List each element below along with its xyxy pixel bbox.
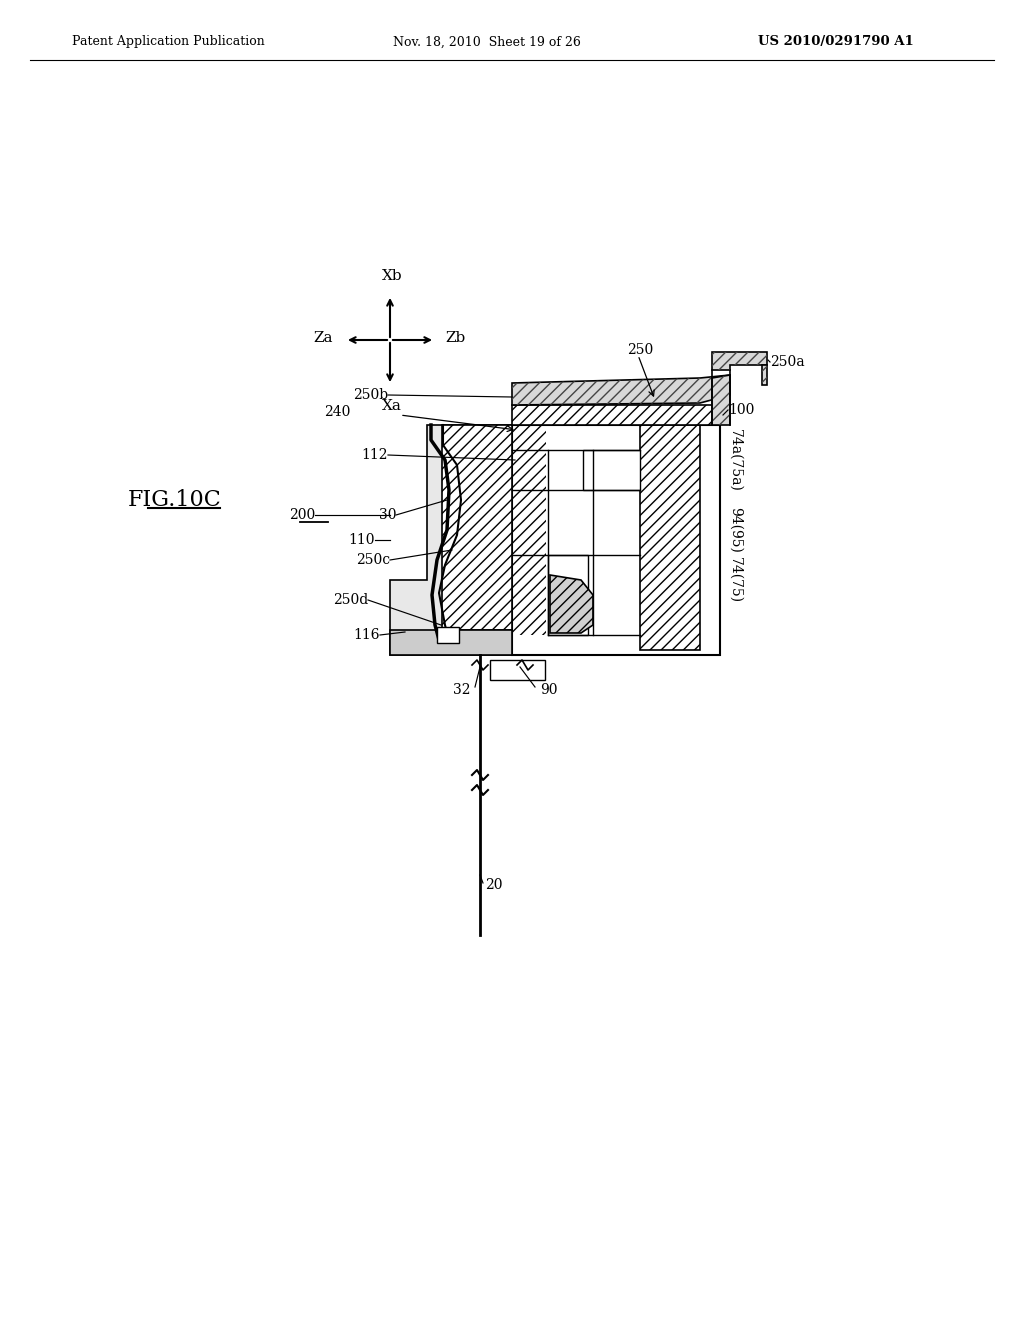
Text: 100: 100	[728, 403, 755, 417]
Text: 20: 20	[485, 878, 503, 892]
Bar	[390, 630, 512, 655]
Text: 30: 30	[379, 508, 396, 521]
Text: US 2010/0291790 A1: US 2010/0291790 A1	[758, 36, 913, 49]
Bar	[437, 627, 459, 643]
Text: FIG.10C: FIG.10C	[128, 488, 222, 511]
Text: 250d: 250d	[333, 593, 368, 607]
Text: 250: 250	[627, 343, 653, 356]
Text: 240: 240	[324, 405, 350, 418]
Text: Xa: Xa	[382, 399, 402, 413]
Text: 250b: 250b	[353, 388, 388, 403]
Polygon shape	[390, 425, 512, 655]
Polygon shape	[550, 576, 593, 634]
Bar	[640, 425, 700, 649]
Text: 74(75): 74(75)	[728, 557, 742, 603]
Text: 90: 90	[540, 682, 557, 697]
Text: 200: 200	[289, 508, 315, 521]
Text: 250c: 250c	[356, 553, 390, 568]
Text: 32: 32	[453, 682, 470, 697]
Bar	[442, 425, 512, 630]
Bar	[490, 660, 545, 680]
Text: 250a: 250a	[770, 355, 805, 370]
Text: 116: 116	[353, 628, 380, 642]
Text: Nov. 18, 2010  Sheet 19 of 26: Nov. 18, 2010 Sheet 19 of 26	[393, 36, 581, 49]
Text: Zb: Zb	[445, 331, 465, 345]
Bar	[512, 405, 720, 425]
Text: 112: 112	[361, 447, 388, 462]
Text: 94(95): 94(95)	[728, 507, 742, 553]
Polygon shape	[712, 352, 767, 370]
Polygon shape	[512, 375, 730, 405]
Bar	[512, 425, 720, 655]
Polygon shape	[712, 375, 730, 425]
Text: Patent Application Publication: Patent Application Publication	[72, 36, 265, 49]
Text: Za: Za	[313, 331, 333, 345]
Text: Xb: Xb	[382, 269, 402, 282]
Bar	[512, 425, 546, 635]
Text: 74a(75a): 74a(75a)	[728, 429, 742, 491]
Polygon shape	[762, 366, 767, 385]
Text: 110: 110	[348, 533, 375, 546]
Bar	[583, 450, 640, 490]
Bar	[548, 554, 588, 635]
